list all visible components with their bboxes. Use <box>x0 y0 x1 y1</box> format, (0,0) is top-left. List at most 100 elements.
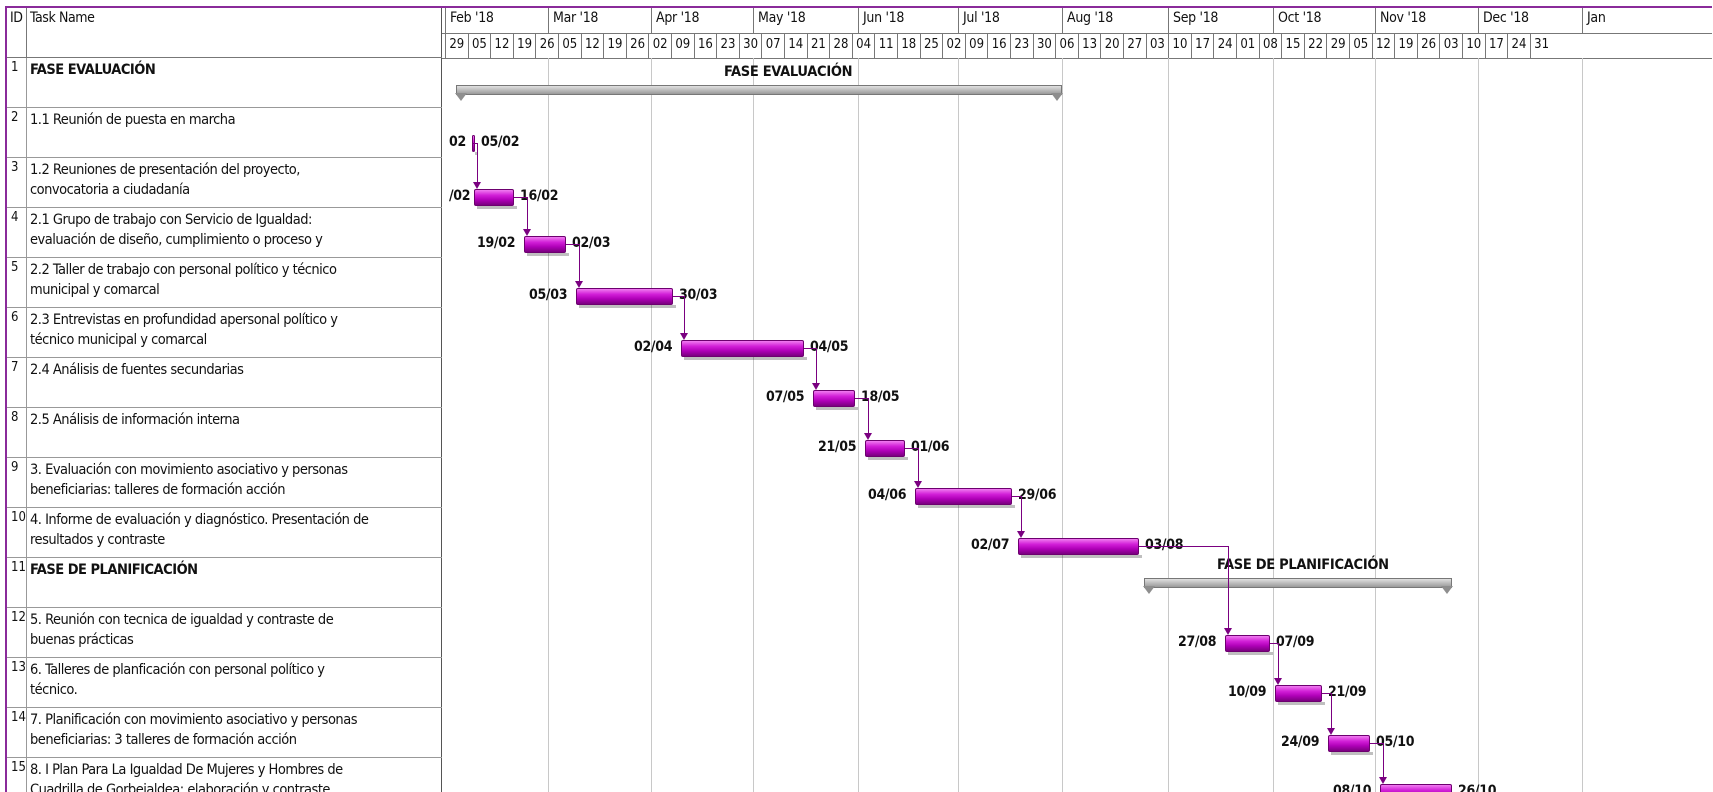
timescale-divider <box>442 33 1712 34</box>
task-name-line: 2.1 Grupo de trabajo con Servicio de Igu… <box>30 212 312 228</box>
week-label: 26 <box>625 33 649 58</box>
task-bar[interactable] <box>1225 635 1273 655</box>
week-label: 01 <box>1236 33 1259 58</box>
task-name-line: FASE EVALUACIÓN <box>30 62 156 78</box>
dependency-link <box>514 197 527 198</box>
task-bar[interactable] <box>1380 784 1452 792</box>
task-name: 4. Informe de evaluación y diagnóstico. … <box>30 510 440 550</box>
table-row[interactable]: 6 2.3 Entrevistas en profundidad apersona… <box>7 308 442 358</box>
summary-bar[interactable] <box>456 85 1062 95</box>
id-column-header[interactable]: ID <box>7 8 27 58</box>
week-label: 03 <box>1439 33 1462 58</box>
table-row[interactable]: 7 2.4 Análisis de fuentes secundarias <box>7 358 442 408</box>
table-row[interactable]: 15 8. I Plan Para La Igualdad De Mujeres … <box>7 758 442 792</box>
task-name-line: 2.5 Análisis de información interna <box>30 412 240 428</box>
task-bar[interactable] <box>915 488 1015 508</box>
task-start-label: 08/10 <box>1333 783 1372 792</box>
task-name-line: técnico municipal y comarcal <box>30 332 207 348</box>
summary-bar[interactable] <box>1144 578 1452 588</box>
week-label: 09 <box>671 33 694 58</box>
dependency-link <box>804 348 816 349</box>
week-label: 27 <box>1123 33 1146 58</box>
task-end-label: 01/06 <box>911 439 950 455</box>
task-bar[interactable] <box>1328 735 1373 755</box>
week-label: 23 <box>1010 33 1033 58</box>
week-label: 02 <box>648 33 671 58</box>
dependency-link <box>566 244 579 245</box>
month-gridline <box>548 58 549 792</box>
table-row[interactable]: 1 FASE EVALUACIÓN <box>7 58 442 108</box>
week-label: 08 <box>1258 33 1282 58</box>
task-start-label: 02 <box>449 134 466 150</box>
task-end-label: 04/05 <box>810 339 849 355</box>
task-end-label: 03/08 <box>1145 537 1184 553</box>
week-label: 10 <box>1462 33 1485 58</box>
table-row[interactable]: 13 6. Talleres de planficación con person… <box>7 658 442 708</box>
task-bar[interactable] <box>474 189 517 209</box>
week-label: 29 <box>445 33 468 58</box>
task-end-label: 02/03 <box>572 235 611 251</box>
week-label: 06 <box>1055 33 1078 58</box>
task-start-label: 21/05 <box>818 439 857 455</box>
task-name: 1.1 Reunión de puesta en marcha <box>30 110 440 130</box>
table-row[interactable]: 5 2.2 Taller de trabajo con personal polí… <box>7 258 442 308</box>
task-name-line: Cuadrilla de Gorbeialdea: elaboración y … <box>30 782 330 792</box>
month-gridline <box>1062 58 1063 792</box>
table-row[interactable]: 3 1.2 Reuniones de presentación del proye… <box>7 158 442 208</box>
table-row[interactable]: 12 5. Reunión con tecnica de igualdad y c… <box>7 608 442 658</box>
task-name-column-header[interactable]: Task Name <box>27 8 442 58</box>
week-label: 24 <box>1213 33 1236 58</box>
task-end-label: 18/05 <box>861 389 900 405</box>
table-row[interactable]: 10 4. Informe de evaluación y diagnóstico… <box>7 508 442 558</box>
task-start-label: 24/09 <box>1281 734 1320 750</box>
month-gridline <box>1375 58 1376 792</box>
week-label: 03 <box>1145 33 1169 58</box>
dependency-link <box>1370 743 1383 744</box>
task-bar[interactable] <box>1018 538 1142 558</box>
task-bar[interactable] <box>576 288 676 308</box>
table-row[interactable]: 4 2.1 Grupo de trabajo con Servicio de Ig… <box>7 208 442 258</box>
task-name: 2.3 Entrevistas en profundidad apersonal… <box>30 310 440 350</box>
month-gridline <box>958 58 959 792</box>
gantt-chart: 29 05 12 19 26 05 12 19 26 02 09 16 23 30 07 14 21 28 04 11… <box>442 8 1712 792</box>
task-start-label: 10/09 <box>1228 684 1267 700</box>
task-start-label: 04/06 <box>868 487 907 503</box>
task-name: 5. Reunión con tecnica de igualdad y con… <box>30 610 440 650</box>
dependency-arrow <box>1327 728 1335 735</box>
dependency-link <box>868 398 869 434</box>
task-end-label: 05/10 <box>1376 734 1415 750</box>
week-label: 16 <box>693 33 717 58</box>
table-row[interactable]: 8 2.5 Análisis de información interna <box>7 408 442 458</box>
task-name: 1.2 Reuniones de presentación del proyec… <box>30 160 440 200</box>
task-name-line: 2.4 Análisis de fuentes secundarias <box>30 362 244 378</box>
task-name: 2.5 Análisis de información interna <box>30 410 440 430</box>
task-name-line: municipal y comarcal <box>30 282 160 298</box>
week-label: 26 <box>1416 33 1440 58</box>
task-id: 9 <box>7 458 27 507</box>
week-label: 17 <box>1190 33 1214 58</box>
task-bar[interactable] <box>813 390 858 410</box>
task-name-line: técnico. <box>30 682 78 698</box>
task-name: FASE DE PLANIFICACIÓN <box>30 560 440 580</box>
task-bar[interactable] <box>1275 685 1325 705</box>
summary-cap <box>1051 93 1063 101</box>
table-row[interactable]: 11 FASE DE PLANIFICACIÓN <box>7 558 442 608</box>
dependency-link <box>905 448 918 449</box>
month-label: Jul '18 <box>958 8 1062 33</box>
table-row[interactable]: 2 1.1 Reunión de puesta en marcha <box>7 108 442 158</box>
task-bar[interactable] <box>524 236 569 256</box>
month-label: Mar '18 <box>548 8 651 33</box>
table-row[interactable]: 9 3. Evaluación con movimiento asociativo… <box>7 458 442 508</box>
week-label: 30 <box>1032 33 1056 58</box>
week-label: 22 <box>1303 33 1327 58</box>
dependency-link <box>579 244 580 282</box>
task-start-label: 19/02 <box>477 235 516 251</box>
task-id: 7 <box>7 358 27 407</box>
task-name: 8. I Plan Para La Igualdad De Mujeres y … <box>30 760 440 792</box>
task-name: FASE EVALUACIÓN <box>30 60 440 80</box>
task-bar[interactable] <box>681 340 807 360</box>
month-gridline <box>753 58 754 792</box>
table-row[interactable]: 14 7. Planificación con movimiento asocia… <box>7 708 442 758</box>
task-table: ID Task Name 1 FASE EVALUACIÓN 2 1.1 Reunió… <box>7 8 442 792</box>
task-bar[interactable] <box>865 440 908 460</box>
